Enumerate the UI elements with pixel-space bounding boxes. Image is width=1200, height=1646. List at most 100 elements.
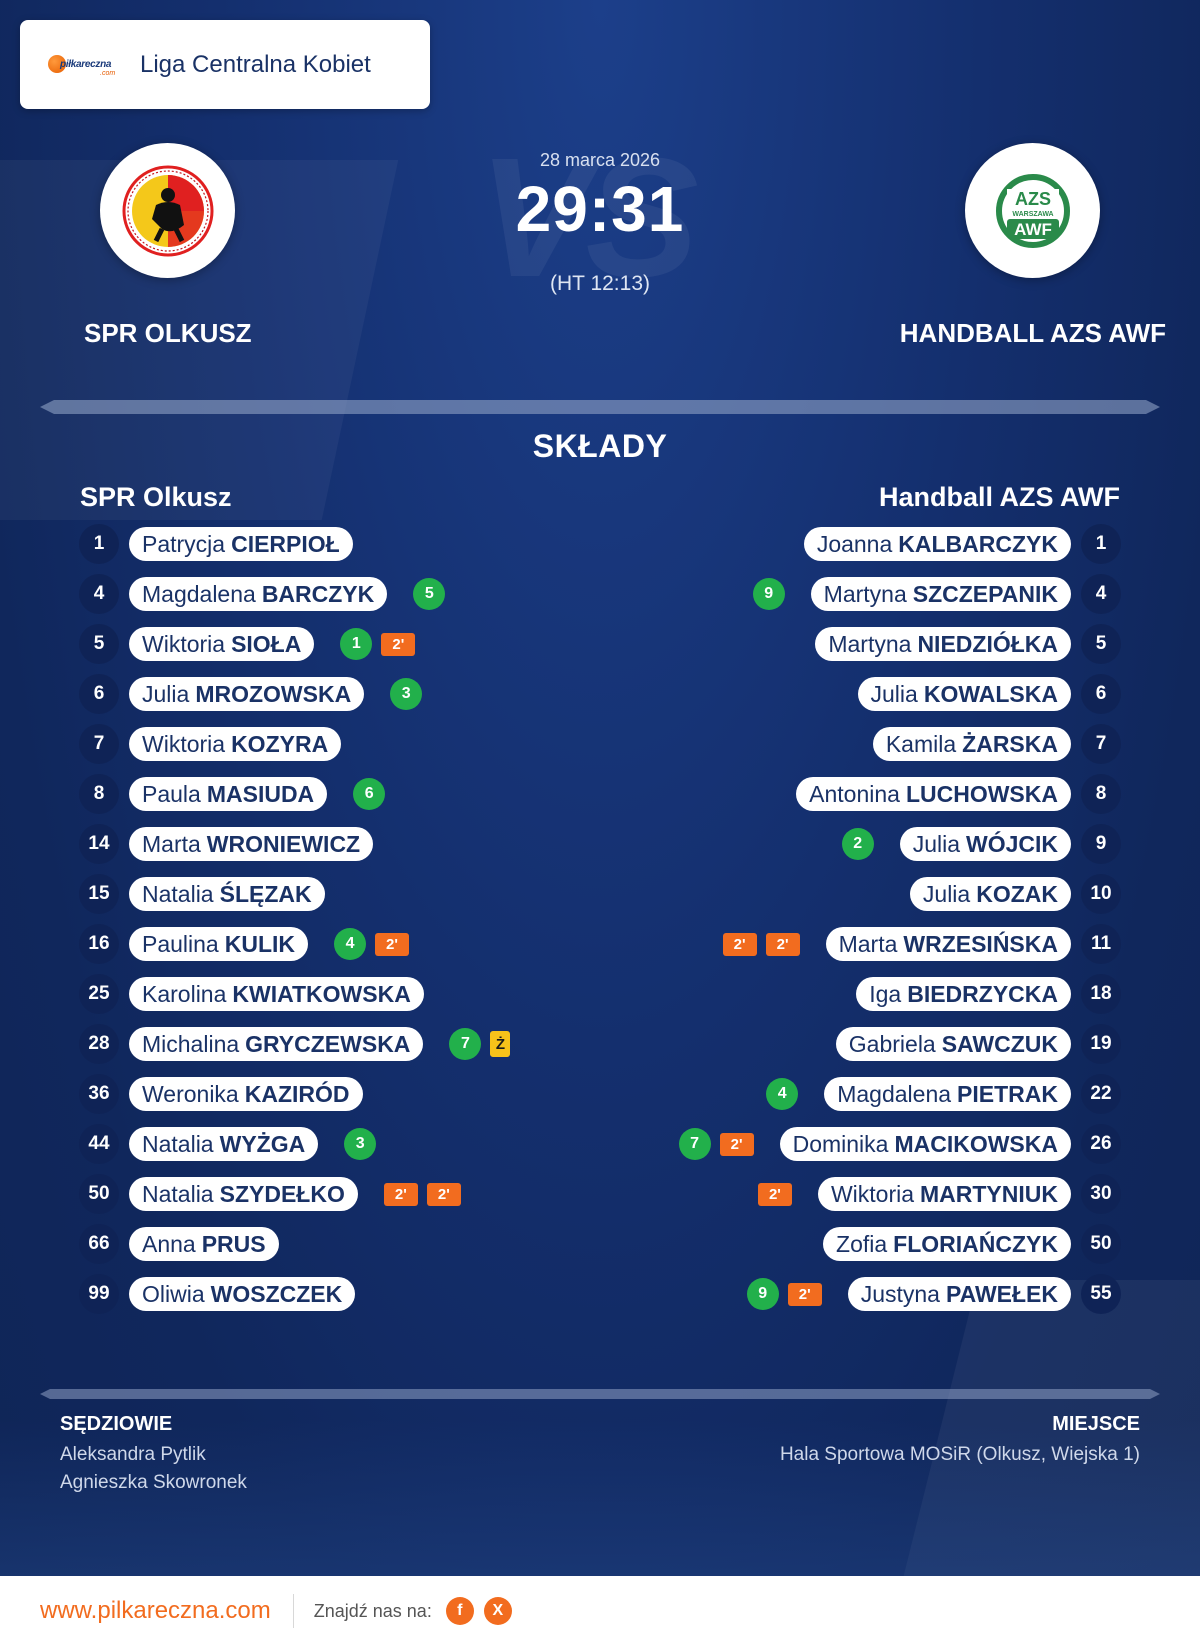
player-first-name: Julia xyxy=(922,880,971,907)
player-last-name: WRZESIŃSKA xyxy=(903,930,1058,957)
player-first-name: Magdalena xyxy=(142,580,256,607)
player-name: Patrycja CIERPIOŁ xyxy=(129,527,353,561)
away-player-row: 6 Julia KOWALSKA xyxy=(832,674,1121,714)
player-first-name: Gabriela xyxy=(848,1030,936,1057)
player-last-name: LUCHOWSKA xyxy=(905,780,1058,807)
away-player-row: 1 Joanna KALBARCZYK xyxy=(778,524,1121,564)
suspension-badge: 2' xyxy=(765,932,800,956)
jersey-number: 26 xyxy=(1081,1124,1121,1164)
suspension-badge: 2' xyxy=(719,1132,754,1156)
jersey-number: 36 xyxy=(79,1074,119,1114)
home-lineup-title: SPR Olkusz xyxy=(80,482,232,512)
venue-name: Hala Sportowa MOSiR (Olkusz, Wiejska 1) xyxy=(779,1444,1140,1465)
player-last-name: WYŻGA xyxy=(219,1130,306,1157)
goals-badge: 9 xyxy=(746,1278,779,1310)
player-name: Antonina LUCHOWSKA xyxy=(796,777,1071,811)
away-player-row: 26 Dominika MACIKOWSKA 2' 7 xyxy=(678,1124,1121,1164)
player-first-name: Wiktoria xyxy=(142,730,226,757)
home-team-crest xyxy=(100,143,235,278)
player-last-name: SIOŁA xyxy=(231,630,302,657)
player-name: Weronika KAZIRÓD xyxy=(129,1077,363,1111)
away-player-row: 22 Magdalena PIETRAK 4 xyxy=(766,1074,1121,1114)
player-last-name: BIEDRZYCKA xyxy=(907,980,1058,1007)
player-last-name: KOZYRA xyxy=(231,730,329,757)
home-player-row: 50 Natalia SZYDEŁKO 2' 2' xyxy=(79,1174,461,1214)
player-first-name: Wiktoria xyxy=(830,1180,914,1207)
find-us-label: Znajdź nas na: xyxy=(313,1600,432,1621)
goals-badge: 3 xyxy=(390,678,423,710)
player-first-name: Julia xyxy=(870,680,918,707)
spr-olkusz-logo xyxy=(122,165,213,256)
suspension-badge: 2' xyxy=(381,632,416,656)
home-player-row: 36 Weronika KAZIRÓD xyxy=(79,1074,389,1114)
home-player-row: 8 Paula MASIUDA 6 xyxy=(79,774,386,814)
player-first-name: Marta xyxy=(142,830,201,857)
referee-name: Agnieszka Skowronek xyxy=(60,1472,247,1493)
player-last-name: MACIKOWSKA xyxy=(894,1130,1058,1157)
away-player-row: 8 Antonina LUCHOWSKA xyxy=(770,774,1121,814)
player-first-name: Magdalena xyxy=(837,1080,952,1107)
player-name: Kamila ŻARSKA xyxy=(872,727,1071,761)
player-last-name: KAZIRÓD xyxy=(244,1080,350,1107)
jersey-number: 6 xyxy=(1081,674,1121,714)
player-events: 2' xyxy=(757,1182,792,1206)
jersey-number: 10 xyxy=(1081,874,1121,914)
jersey-number: 50 xyxy=(79,1174,119,1214)
player-name: Marta WRZESIŃSKA xyxy=(825,927,1071,961)
away-player-row: 4 Martyna SZCZEPANIK 9 xyxy=(752,574,1121,614)
home-player-row: 6 Julia MROZOWSKA 3 xyxy=(79,674,423,714)
player-last-name: GRYCZEWSKA xyxy=(245,1030,411,1057)
player-name: Zofia FLORIAŃCZYK xyxy=(823,1227,1071,1261)
x-icon[interactable]: X xyxy=(483,1597,512,1625)
player-last-name: WÓJCIK xyxy=(966,830,1058,857)
player-name: Dominika MACIKOWSKA xyxy=(779,1127,1071,1161)
venue-label: MIEJSCE xyxy=(1052,1413,1140,1435)
suspension-badge: 2' xyxy=(722,932,757,956)
player-first-name: Julia xyxy=(912,830,960,857)
facebook-icon[interactable]: f xyxy=(445,1597,474,1625)
website-link[interactable]: www.pilkareczna.com xyxy=(40,1597,271,1624)
player-name: Wiktoria SIOŁA xyxy=(129,627,315,661)
jersey-number: 18 xyxy=(1081,974,1121,1014)
away-team-name: HANDBALL AZS AWF xyxy=(899,318,1166,348)
player-last-name: PIETRAK xyxy=(957,1080,1058,1107)
player-name: Anna PRUS xyxy=(129,1227,279,1261)
player-last-name: ŻARSKA xyxy=(962,730,1058,757)
goals-badge: 9 xyxy=(752,578,785,610)
player-name: Natalia WYŻGA xyxy=(129,1127,319,1161)
player-first-name: Karolina xyxy=(142,980,227,1007)
player-name: Magdalena PIETRAK xyxy=(824,1077,1071,1111)
away-player-row: 18 Iga BIEDRZYCKA xyxy=(830,974,1121,1014)
jersey-number: 14 xyxy=(79,824,119,864)
jersey-number: 30 xyxy=(1081,1174,1121,1214)
player-first-name: Anna xyxy=(142,1230,196,1257)
player-first-name: Natalia xyxy=(142,1130,214,1157)
goals-badge: 7 xyxy=(449,1028,482,1060)
player-first-name: Paulina xyxy=(142,930,219,957)
jersey-number: 8 xyxy=(1081,774,1121,814)
goals-badge: 7 xyxy=(678,1128,711,1160)
player-events: 6 xyxy=(353,778,386,810)
player-first-name: Martyna xyxy=(828,630,912,657)
player-first-name: Martyna xyxy=(823,580,907,607)
jersey-number: 25 xyxy=(79,974,119,1014)
player-last-name: FLORIAŃCZYK xyxy=(893,1230,1058,1257)
suspension-badge: 2' xyxy=(383,1182,418,1206)
referees-label: SĘDZIOWIE xyxy=(60,1413,173,1435)
goals-badge: 3 xyxy=(344,1128,377,1160)
away-player-row: 9 Julia WÓJCIK 2 xyxy=(841,824,1121,864)
player-name: Paulina KULIK xyxy=(129,927,309,961)
player-last-name: BARCZYK xyxy=(261,580,375,607)
player-first-name: Justyna xyxy=(860,1280,940,1307)
player-first-name: Paula xyxy=(142,780,201,807)
home-player-row: 5 Wiktoria SIOŁA 1 2' xyxy=(79,624,416,664)
jersey-number: 1 xyxy=(1081,524,1121,564)
match-date: 28 marca 2026 xyxy=(539,150,661,170)
player-name: Martyna NIEDZIÓŁKA xyxy=(815,627,1071,661)
player-events: 5 xyxy=(413,578,446,610)
jersey-number: 44 xyxy=(79,1124,119,1164)
player-name: Julia MROZOWSKA xyxy=(129,677,365,711)
player-name: Natalia ŚLĘZAK xyxy=(129,877,325,911)
player-first-name: Weronika xyxy=(142,1080,239,1107)
jersey-number: 4 xyxy=(1081,574,1121,614)
